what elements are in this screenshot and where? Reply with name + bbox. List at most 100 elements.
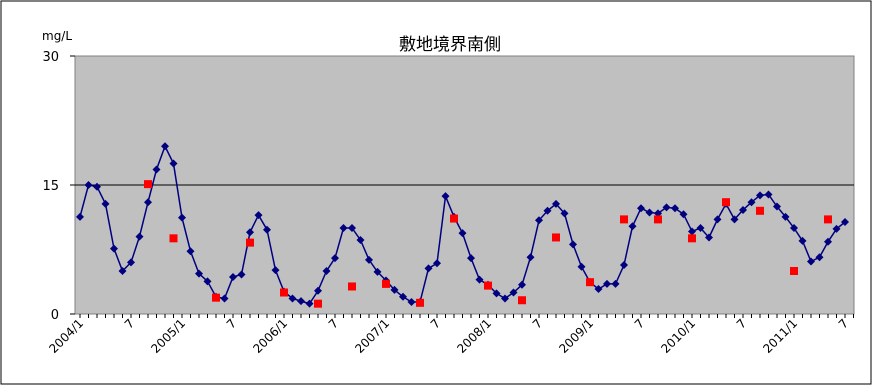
square-point	[824, 215, 832, 224]
diamond-point	[305, 299, 314, 308]
diamond-point	[220, 294, 229, 303]
diamond-point	[475, 275, 484, 284]
diamond-point	[186, 247, 195, 256]
diamond-point	[76, 212, 84, 221]
square-point	[246, 238, 254, 247]
diamond-point	[560, 209, 569, 218]
diamond-point	[433, 259, 441, 268]
diamond-point	[696, 224, 705, 232]
diamond-point	[399, 292, 407, 301]
diamond-point	[93, 182, 101, 191]
diamond-point	[101, 199, 110, 208]
square-point	[382, 279, 390, 288]
diamond-point	[373, 267, 382, 276]
diamond-point	[790, 224, 798, 232]
diamond-point	[348, 224, 356, 232]
y-unit-label: mg/L	[42, 29, 72, 43]
y-tick-label: 30	[42, 50, 59, 65]
square-point	[484, 281, 492, 290]
diamond-point	[441, 192, 450, 201]
square-point	[756, 206, 764, 215]
diamond-point	[314, 286, 322, 295]
square-point	[722, 198, 730, 207]
diamond-point	[271, 266, 280, 275]
diamond-point	[764, 190, 773, 199]
square-point	[144, 180, 152, 189]
diamond-point	[246, 228, 254, 237]
square-point	[620, 215, 628, 224]
diamond-point	[620, 260, 628, 269]
diamond-point	[756, 191, 764, 200]
diamond-point	[152, 165, 161, 174]
diamond-point	[807, 257, 815, 266]
diamond-point	[535, 216, 543, 225]
diamond-point	[237, 270, 246, 279]
diamond-point	[594, 285, 603, 294]
diamond-point	[467, 254, 475, 263]
diamond-point	[815, 253, 824, 262]
diamond-point	[628, 222, 637, 231]
square-point	[169, 234, 178, 243]
diamond-point	[501, 294, 509, 303]
square-point	[654, 215, 662, 224]
diamond-point	[322, 267, 331, 275]
diamond-point	[254, 211, 263, 220]
diamond-point	[611, 279, 620, 288]
diamond-point	[509, 288, 518, 297]
diamond-point	[356, 236, 365, 245]
chart-title: 敷地境界南側	[399, 35, 501, 55]
square-point	[348, 282, 356, 291]
diamond-point	[424, 264, 433, 273]
diamond-point	[841, 217, 849, 226]
square-point	[790, 267, 798, 275]
diamond-point	[297, 297, 305, 306]
diamond-point	[331, 254, 339, 263]
diamond-point	[637, 204, 645, 213]
diamond-point	[526, 253, 535, 262]
diamond-point	[679, 210, 688, 219]
diamond-point	[339, 224, 348, 232]
diamond-point	[365, 255, 373, 264]
diamond-point	[798, 236, 807, 245]
diamond-point	[407, 297, 416, 306]
diamond-point	[169, 159, 178, 168]
diamond-point	[552, 199, 560, 208]
square-point	[314, 299, 322, 308]
diamond-point	[747, 198, 756, 207]
diamond-point	[671, 204, 679, 213]
y-tick-label: 15	[42, 179, 59, 194]
diamond-point	[161, 142, 169, 151]
square-point	[586, 278, 594, 287]
y-tick-label: 0	[51, 308, 59, 323]
diamond-point	[824, 237, 832, 246]
diamond-point	[781, 212, 790, 221]
diamond-point	[458, 229, 467, 238]
diamond-point	[288, 294, 297, 303]
square-point	[552, 233, 560, 242]
diamond-point	[739, 205, 747, 214]
diamond-point	[518, 280, 526, 289]
diamond-point	[713, 215, 722, 224]
diamond-point	[263, 225, 271, 234]
diamond-point	[773, 202, 781, 211]
diamond-point	[654, 209, 662, 218]
diamond-point	[118, 267, 127, 275]
square-point	[688, 234, 696, 243]
diamond-point	[569, 240, 577, 249]
diamond-point	[144, 198, 152, 207]
square-point	[518, 296, 526, 305]
diamond-point	[203, 277, 212, 286]
diamond-point	[110, 244, 118, 253]
diamond-point	[543, 206, 552, 215]
square-point	[450, 214, 458, 223]
diamond-point	[390, 285, 399, 294]
diamond-point	[577, 262, 586, 271]
diamond-point	[662, 203, 671, 212]
square-point	[212, 293, 220, 302]
diamond-point	[705, 233, 713, 242]
diamond-point	[645, 208, 654, 217]
diamond-point	[135, 232, 144, 241]
diamond-point	[127, 258, 135, 267]
